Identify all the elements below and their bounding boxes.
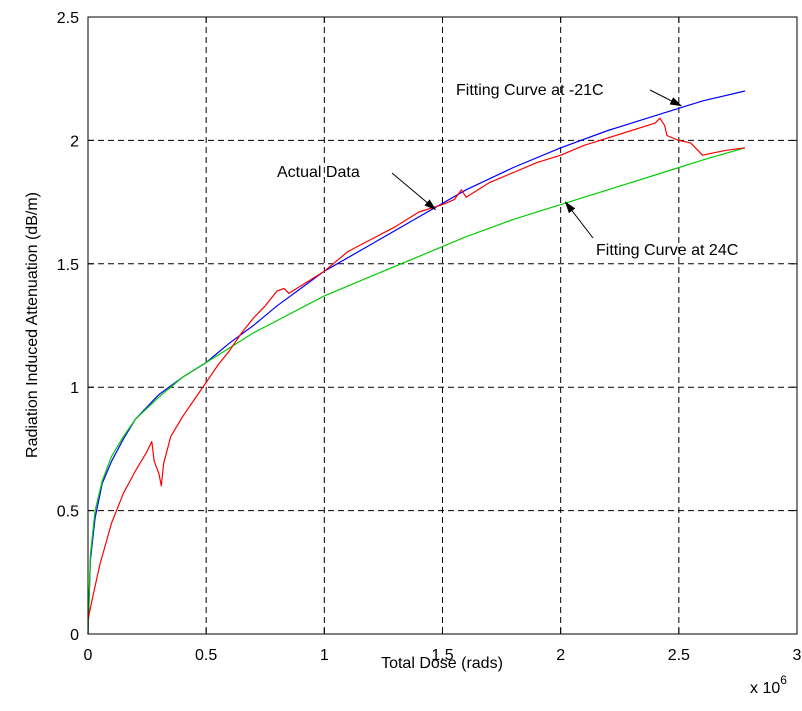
x-multiplier-base: x 10 bbox=[750, 680, 780, 697]
annotation-arrow bbox=[649, 89, 683, 107]
y-tick-label: 0 bbox=[70, 627, 79, 644]
series-line-2 bbox=[87, 117, 746, 620]
x-tick-label: 0 bbox=[84, 647, 93, 664]
x-tick-label: 3 bbox=[793, 647, 802, 664]
axis-ticks: 0 0.5 1 1.5 2 2.5 3 0 0.5 1 1.5 2 2.5 bbox=[57, 10, 802, 664]
annotation-arrow bbox=[391, 172, 437, 211]
x-tick-label: 2 bbox=[556, 647, 565, 664]
y-tick-label: 2.5 bbox=[57, 10, 79, 27]
x-tick-label: 1.5 bbox=[431, 647, 453, 664]
series-layer bbox=[87, 90, 746, 635]
y-tick-label: 1 bbox=[70, 380, 79, 397]
annotation-label: Actual Data bbox=[277, 164, 360, 181]
annotation-label: Fitting Curve at 24C bbox=[596, 242, 738, 259]
x-tick-label: 1 bbox=[320, 647, 329, 664]
x-axis-multiplier: x 106 bbox=[750, 673, 787, 697]
annotation-label: Fitting Curve at -21C bbox=[456, 82, 604, 99]
x-axis-label: Total Dose (rads) bbox=[381, 655, 503, 672]
series-line-0 bbox=[87, 90, 746, 635]
x-tick-label: 2.5 bbox=[668, 647, 690, 664]
annotations: Fitting Curve at -21C Actual Data Fitting … bbox=[277, 82, 738, 259]
annotation-arrow bbox=[564, 201, 594, 239]
y-axis-label: Radiation Induced Attenuation (dB/m) bbox=[24, 192, 41, 458]
x-multiplier-exponent: 6 bbox=[780, 673, 787, 687]
y-tick-label: 0.5 bbox=[57, 504, 79, 521]
y-tick-label: 1.5 bbox=[57, 257, 79, 274]
grid-lines bbox=[88, 17, 797, 634]
x-tick-label: 0.5 bbox=[195, 647, 217, 664]
y-tick-label: 2 bbox=[70, 133, 79, 150]
series-line-1 bbox=[87, 147, 746, 635]
